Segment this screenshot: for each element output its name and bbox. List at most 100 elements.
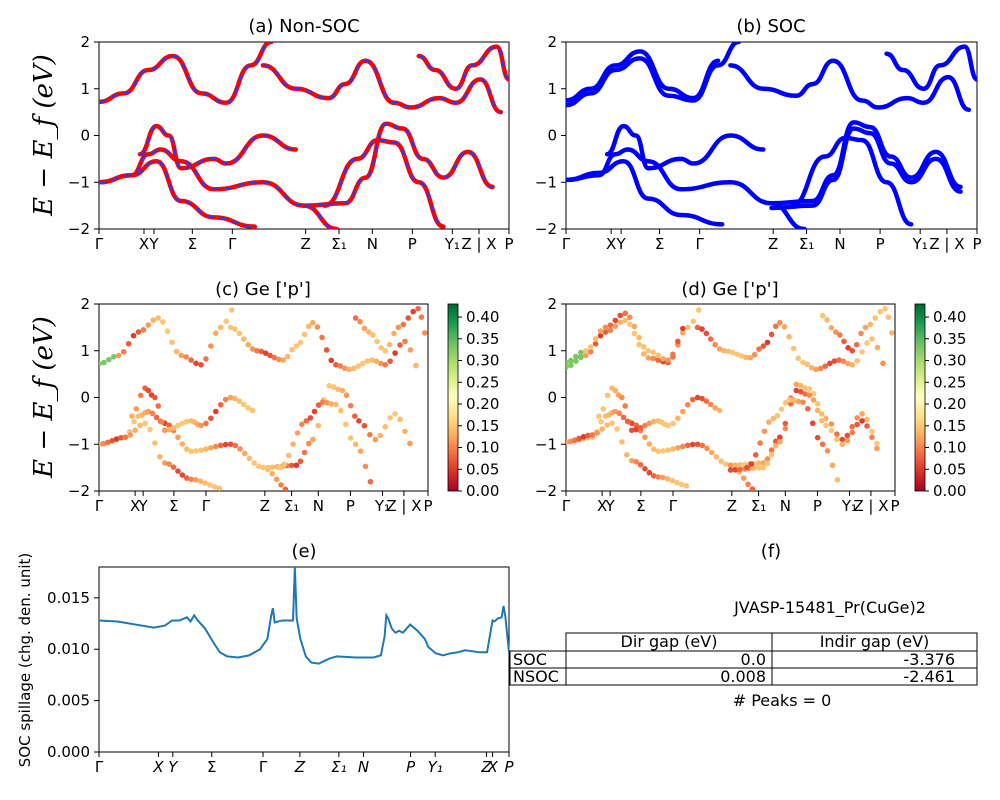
panel-c-point	[265, 464, 272, 471]
panel-d-point	[716, 346, 723, 352]
panel-c-point	[347, 435, 354, 441]
panel-d-point	[824, 448, 831, 454]
panel-b-ytick-label: 2	[547, 33, 557, 51]
panel-d-point	[738, 353, 745, 359]
panel-d-point	[625, 418, 632, 425]
panel-d-point	[806, 386, 813, 392]
panel-c-point	[337, 363, 344, 369]
panel-d-point	[828, 421, 835, 427]
panel-c-point	[285, 452, 292, 459]
panel-c-point	[212, 330, 219, 337]
panel-d-point	[617, 312, 624, 319]
panel-b-band-line	[769, 126, 963, 211]
panel-d-point	[695, 307, 702, 313]
panel-d-point	[764, 339, 771, 346]
panel-c-points-group	[99, 305, 428, 491]
panel-d-ytick-label: −1	[535, 435, 557, 453]
panel-d-xtick-label: Σ	[636, 497, 645, 515]
panel-d-point	[793, 387, 800, 394]
panel-c-point	[175, 434, 181, 441]
panel-d-point	[864, 416, 870, 423]
panel-c-point	[270, 464, 276, 470]
panel-c-point	[149, 410, 156, 417]
panel-a-band-line	[322, 137, 446, 229]
panel-a-band-dash	[99, 42, 272, 104]
panel-e-xtick-label: P	[504, 758, 514, 776]
panel-c-point	[208, 343, 214, 349]
panel-b-xtick-label: P	[876, 235, 885, 253]
panel-d-point	[823, 422, 829, 429]
panel-d-point	[679, 325, 686, 332]
panel-c-point	[407, 347, 414, 353]
panel-d-point	[650, 446, 657, 452]
panel-b-xtick-label: Σ	[655, 235, 664, 253]
panel-c-point	[183, 446, 190, 452]
panel-d-point	[655, 448, 661, 455]
panel-b-band-line	[566, 42, 741, 108]
panel-d-point	[800, 359, 806, 366]
panel-d-point	[592, 336, 599, 342]
panel-e-xtick-label: Y₁	[428, 758, 443, 776]
panel-d-point	[874, 344, 881, 351]
panel-c-point	[362, 463, 369, 470]
panel-d-point	[712, 405, 718, 411]
panel-d-point	[748, 461, 755, 467]
panel-b-ytick-label: 1	[547, 80, 557, 98]
panel-d-point	[854, 421, 860, 428]
panel-d-point	[646, 469, 653, 476]
panel-d-point	[752, 452, 759, 458]
panel-d-point	[596, 413, 602, 420]
panel-c-point	[370, 332, 376, 338]
panel-d-point	[655, 474, 661, 480]
panel-d-point	[755, 464, 762, 471]
panel-d-point	[782, 425, 789, 432]
panel-c-point	[330, 384, 337, 390]
panel-c-point	[352, 441, 359, 448]
panel-d-point	[790, 345, 797, 352]
panel-d-point	[768, 451, 775, 458]
panel-c-point	[197, 478, 204, 484]
panel-d-point	[810, 397, 817, 403]
panel-c-point	[364, 358, 371, 364]
panel-d-point	[650, 355, 656, 362]
panel-d-point	[568, 357, 574, 364]
panel-b-xtick-label: P	[972, 235, 981, 253]
panel-d-point	[665, 357, 671, 363]
panel-d-point	[619, 394, 625, 401]
panel-c-title: (c) Ge ['p']	[215, 279, 311, 300]
panel-c-point	[395, 324, 402, 331]
panel-c-point	[351, 413, 358, 419]
panel-d-point	[620, 414, 627, 421]
table-row-label: NSOC	[513, 667, 559, 686]
panel-d-point	[836, 357, 842, 363]
panel-d-point	[568, 362, 574, 369]
panel-d-point	[782, 420, 789, 427]
panel-d-point	[822, 363, 829, 369]
panel-c-point	[162, 427, 168, 434]
panel-c-point	[198, 447, 204, 453]
panel-d-point	[566, 359, 569, 366]
colorbar-d-tick-label: 0.00	[933, 482, 966, 500]
panel-c-point	[315, 402, 322, 408]
panel-c-point	[352, 315, 359, 321]
panel-d-xtick-label: Z	[727, 497, 737, 515]
colorbar-c-tick-label: 0.35	[466, 330, 499, 348]
panel-c-point	[100, 440, 107, 447]
panel-c-point	[372, 436, 379, 443]
panel-d-point	[859, 418, 865, 424]
panel-e-xtick-label: X	[152, 758, 164, 776]
panel-d-point	[837, 332, 843, 338]
panel-c-point	[232, 395, 238, 402]
panel-a-xtick-label: Y₁	[444, 235, 460, 253]
panel-d-point	[845, 345, 851, 351]
panel-d-point	[732, 462, 738, 468]
panel-c-point	[284, 353, 291, 360]
panel-c-point	[198, 361, 204, 368]
panel-b-band-line	[604, 123, 766, 171]
table-cell-dir: 0.008	[720, 667, 766, 686]
panel-c-point	[277, 464, 283, 471]
panel-c-xtick-label: X	[130, 497, 140, 515]
ylabel-spillage: SOC spillage (chg. den. unit)	[16, 553, 34, 768]
panel-d-point	[679, 330, 686, 336]
